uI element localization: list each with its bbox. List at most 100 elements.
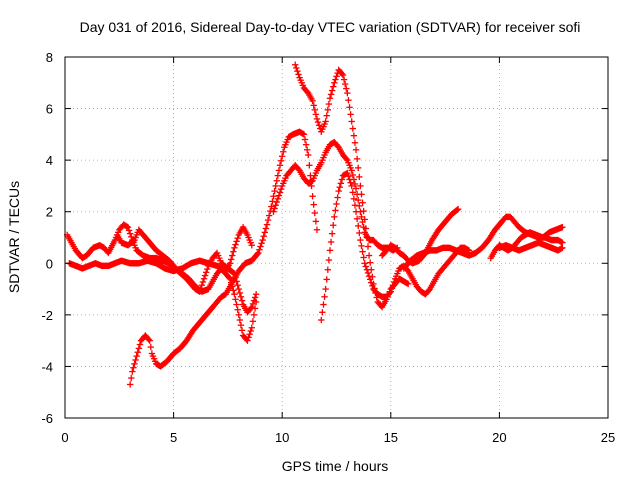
y-tick-label: 0	[46, 256, 53, 271]
data-point	[313, 226, 321, 233]
data-point	[333, 200, 340, 208]
data-point	[128, 374, 135, 382]
data-point	[235, 285, 242, 293]
data-point	[230, 287, 237, 294]
data-point	[323, 276, 330, 283]
data-point	[230, 248, 237, 255]
data-point	[294, 67, 301, 75]
data-point	[204, 265, 211, 273]
data-point	[333, 73, 340, 80]
data-point	[360, 207, 367, 215]
data-point	[368, 279, 375, 286]
data-point	[295, 71, 302, 78]
data-point	[126, 381, 134, 388]
data-point	[369, 282, 376, 290]
data-point	[324, 266, 332, 273]
data-point	[314, 118, 322, 126]
data-point	[255, 249, 262, 257]
data-point	[335, 187, 342, 195]
x-tick-label: 25	[601, 430, 615, 445]
data-point	[404, 280, 412, 288]
data-point	[336, 184, 343, 191]
series-track-b	[113, 226, 260, 316]
data-point	[295, 165, 302, 173]
data-point	[348, 167, 355, 174]
data-point	[276, 189, 284, 196]
data-point	[293, 64, 300, 72]
data-point	[454, 205, 462, 213]
data-point	[232, 241, 239, 248]
data-point	[356, 229, 363, 237]
data-point	[350, 132, 358, 139]
data-point	[131, 360, 138, 368]
data-point	[252, 298, 260, 306]
data-point	[319, 309, 326, 316]
data-point	[347, 111, 354, 118]
data-point	[146, 337, 153, 344]
data-point	[389, 282, 397, 289]
data-point	[247, 327, 254, 335]
data-point	[248, 324, 255, 331]
data-point	[126, 230, 134, 237]
data-point	[321, 293, 328, 301]
data-point	[147, 343, 154, 351]
data-point	[198, 282, 206, 289]
data-point	[345, 96, 352, 104]
data-point	[236, 316, 244, 324]
x-tick-label: 0	[61, 430, 68, 445]
data-point	[322, 285, 329, 293]
data-point	[250, 311, 258, 319]
data-point	[345, 173, 352, 180]
data-point	[344, 169, 351, 177]
data-point	[388, 285, 396, 292]
data-point	[258, 240, 265, 247]
y-axis-title: SDTVAR / TECUs	[6, 181, 22, 293]
data-point	[244, 337, 251, 344]
data-point	[134, 349, 141, 356]
data-point	[351, 139, 359, 146]
data-point	[249, 300, 257, 308]
data-point	[227, 256, 235, 263]
data-point	[251, 294, 259, 301]
data-point	[359, 248, 366, 255]
data-point	[234, 306, 241, 313]
data-point	[343, 85, 350, 92]
data-point	[353, 155, 361, 163]
data-point	[425, 287, 433, 294]
data-point	[327, 91, 335, 98]
data-point	[235, 311, 242, 319]
data-point	[327, 238, 335, 246]
data-point	[234, 282, 241, 289]
data-point	[231, 244, 238, 252]
data-point	[364, 243, 372, 250]
y-tick-label: 4	[46, 153, 53, 168]
data-point	[343, 155, 350, 163]
data-point	[276, 162, 284, 169]
data-point	[363, 266, 371, 273]
y-tick-label: 2	[46, 205, 53, 220]
data-point	[136, 341, 144, 348]
data-point	[199, 278, 207, 286]
data-point	[364, 269, 372, 277]
axis-ticks: 0 5 10 15 20 25 -6 -4 -2 0 2 4 6 8	[41, 50, 615, 445]
data-point	[559, 223, 566, 231]
data-point	[272, 202, 279, 209]
y-tick-label: -4	[41, 359, 53, 374]
data-point	[390, 278, 398, 286]
data-point	[358, 191, 365, 198]
data-point	[277, 185, 285, 193]
data-point	[132, 356, 139, 364]
data-point	[263, 221, 271, 228]
x-tick-label: 15	[384, 430, 398, 445]
data-point	[270, 208, 277, 215]
data-point	[366, 259, 374, 266]
data-point	[202, 269, 210, 276]
data-point	[236, 289, 244, 297]
series-track-e	[270, 138, 401, 254]
data-point	[201, 272, 209, 279]
data-point	[238, 327, 246, 334]
data-point	[353, 215, 361, 223]
data-point	[225, 274, 233, 281]
data-point	[257, 243, 264, 250]
